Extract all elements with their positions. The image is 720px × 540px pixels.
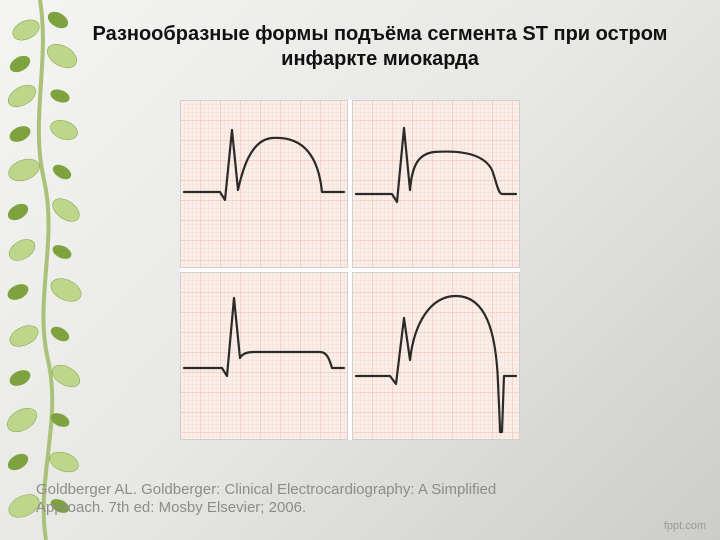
vine-decor xyxy=(0,0,110,540)
st-elevation-giant xyxy=(352,272,520,440)
citation-text: Goldberger AL. Goldberger: Clinical Elec… xyxy=(36,481,506,519)
ecg-panels-container xyxy=(180,100,520,440)
st-elevation-plateau xyxy=(352,100,520,268)
st-elevation-flat xyxy=(180,272,348,440)
slide-root: Разнообразные формы подъёма сегмента ST … xyxy=(0,0,720,540)
slide-title: Разнообразные формы подъёма сегмента ST … xyxy=(90,22,670,72)
watermark: fppt.com xyxy=(664,520,706,532)
st-elevation-convex xyxy=(180,100,348,268)
